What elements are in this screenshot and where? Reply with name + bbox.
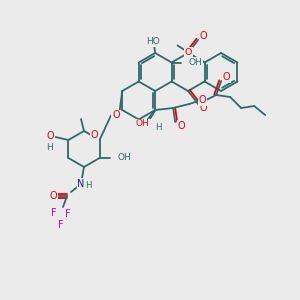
Text: O: O (49, 191, 57, 201)
Text: H: H (85, 181, 91, 190)
Text: O: O (185, 48, 192, 57)
Text: O: O (199, 103, 207, 113)
Text: O: O (112, 110, 120, 121)
Text: N: N (77, 179, 85, 189)
Text: OH: OH (135, 119, 149, 128)
Text: O: O (199, 31, 207, 41)
Text: F: F (51, 208, 57, 218)
Text: F: F (65, 209, 71, 219)
Text: O: O (222, 72, 230, 82)
Text: H: H (155, 124, 161, 133)
Text: HO: HO (146, 38, 160, 46)
Text: O: O (198, 95, 206, 105)
Text: OH: OH (118, 154, 131, 163)
Text: OH: OH (189, 58, 202, 67)
Text: O: O (91, 130, 99, 140)
Text: F: F (58, 220, 64, 230)
Text: H: H (46, 142, 53, 152)
Text: O: O (46, 131, 54, 141)
Text: O: O (177, 121, 185, 131)
